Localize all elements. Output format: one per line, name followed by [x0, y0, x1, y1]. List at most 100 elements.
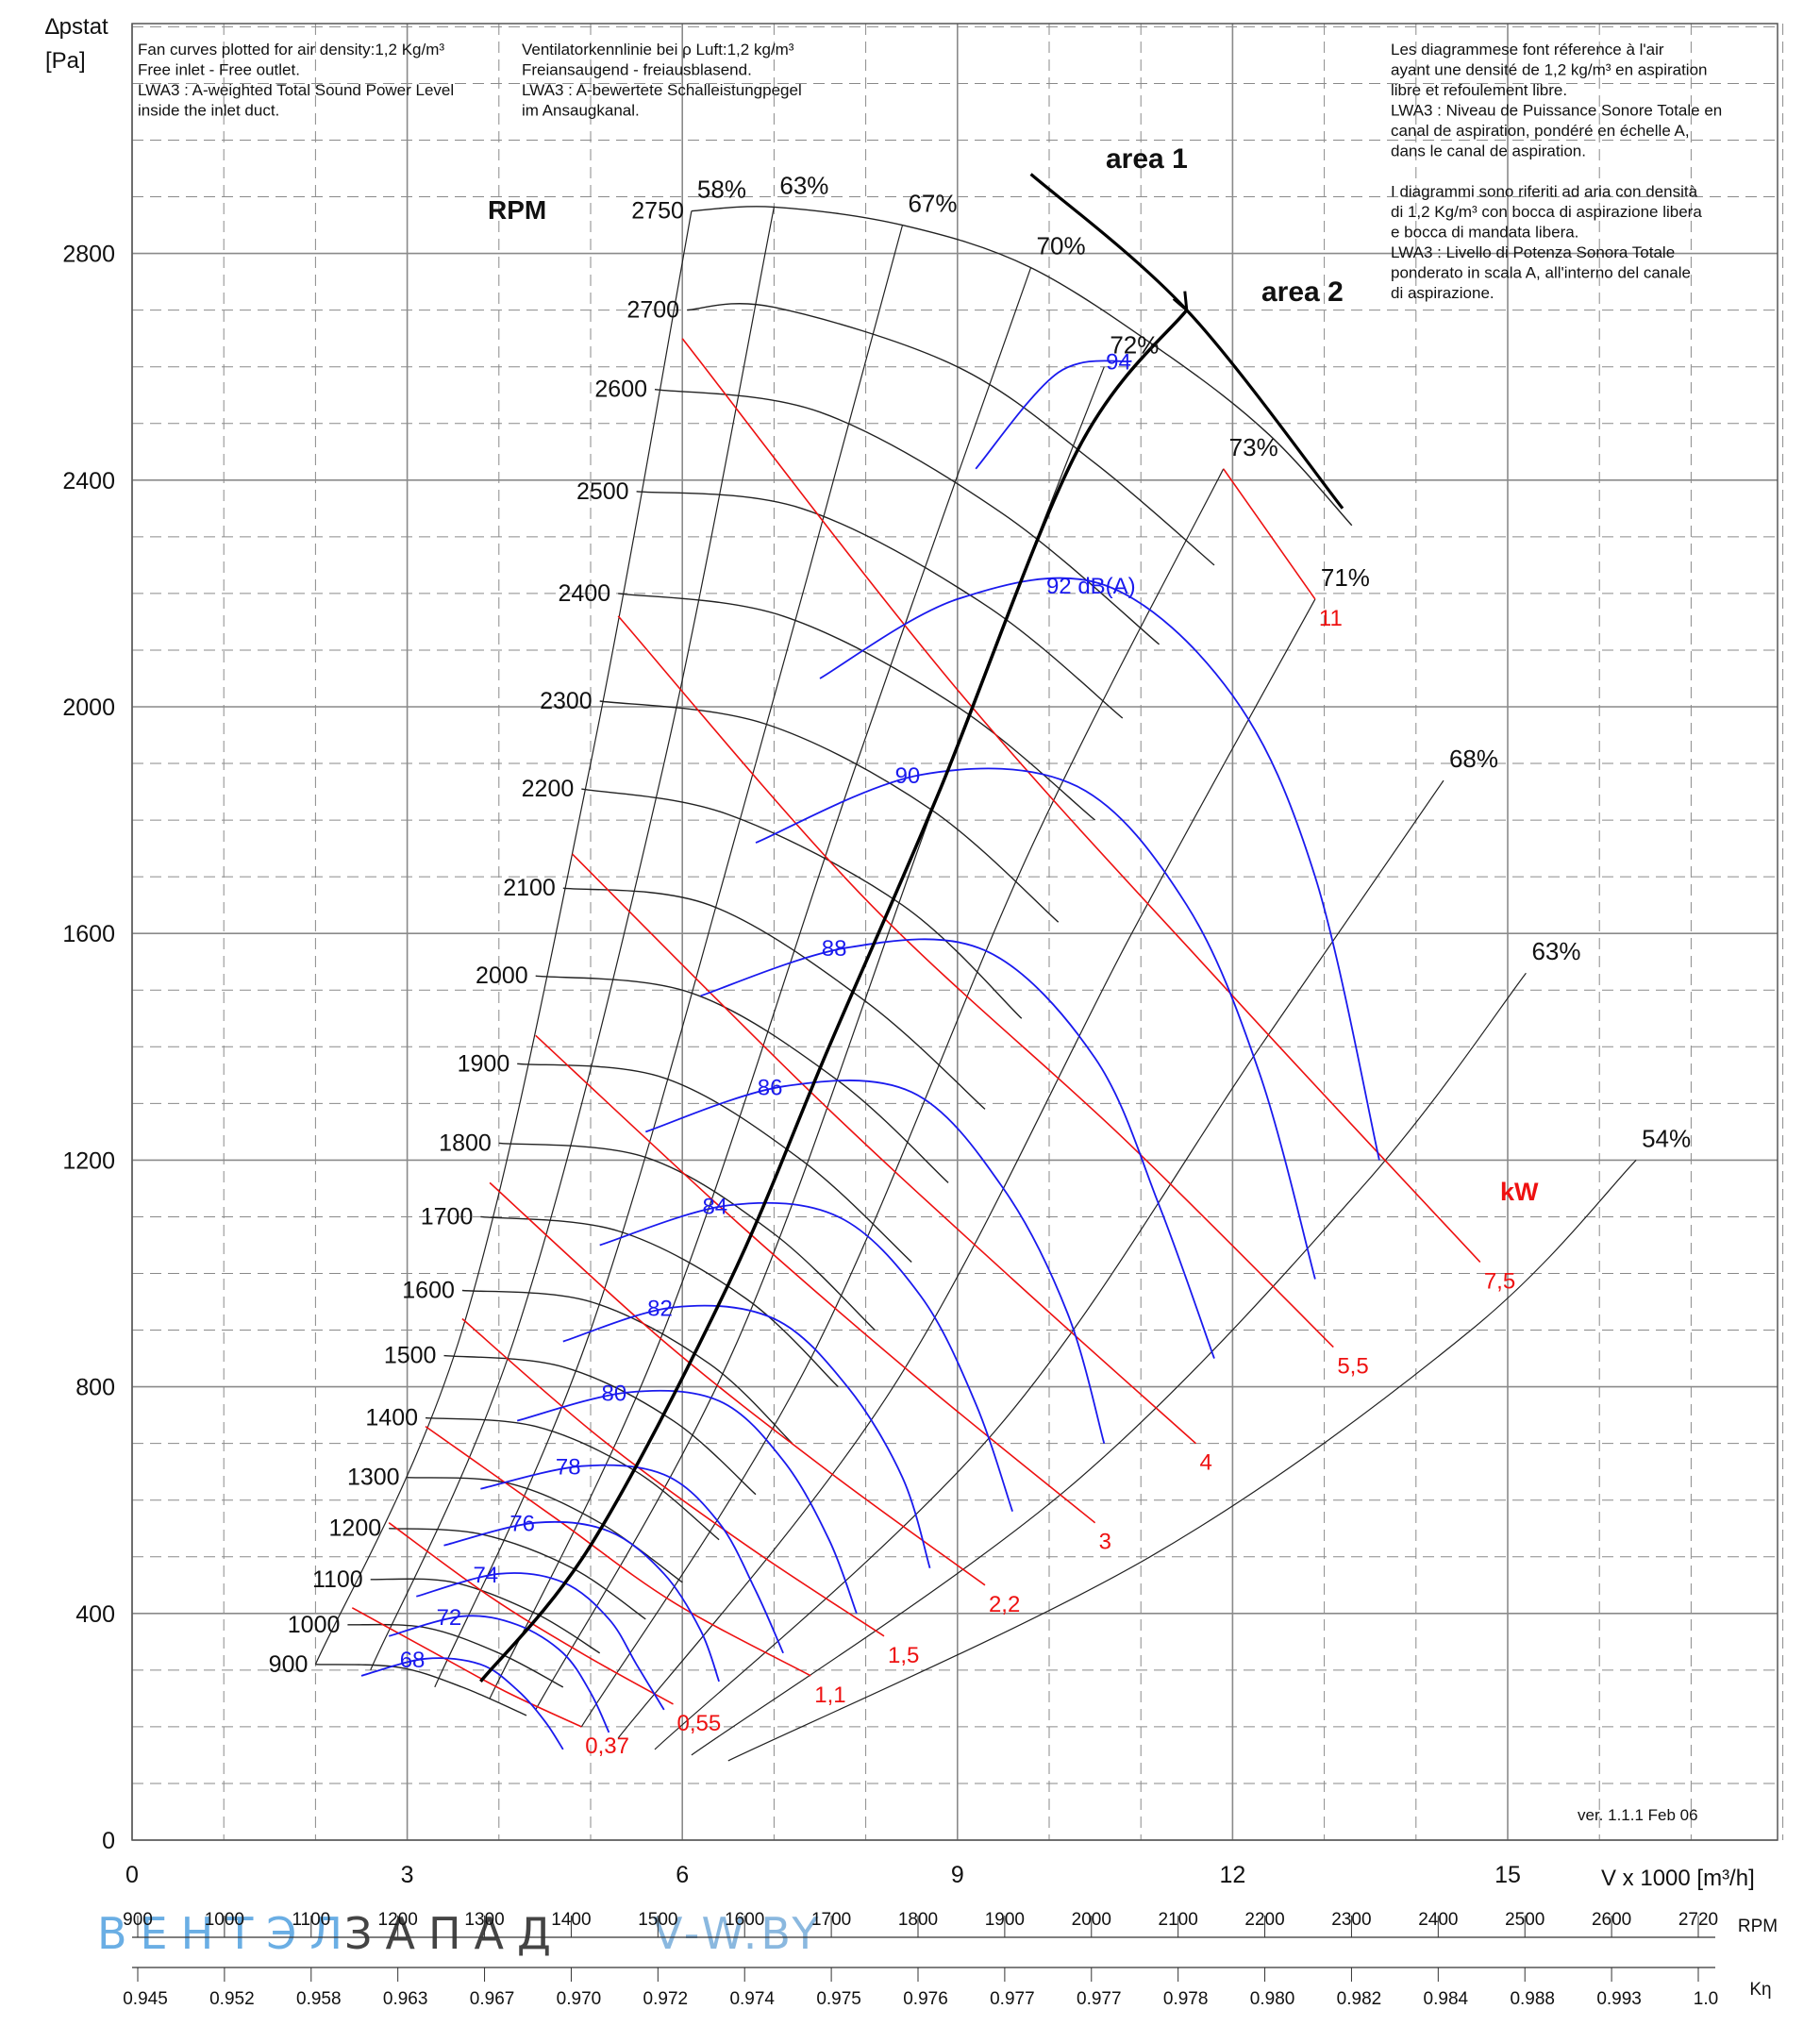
rpm-curve-label: 1800 — [439, 1130, 492, 1156]
efficiency-line — [489, 267, 1032, 1699]
rpm-curve-label: 2100 — [503, 875, 556, 901]
sound-label: 74 — [473, 1563, 498, 1588]
efficiency-label: 63% — [1531, 937, 1580, 965]
version-label: ver. 1.1.1 Feb 06 — [1578, 1806, 1698, 1824]
sound-curve — [443, 1520, 720, 1683]
note-line: LWA3 : A-weighted Total Sound Power Leve… — [138, 81, 454, 99]
power-label: 7,5 — [1484, 1268, 1515, 1294]
note-line: ponderato in scala A, all'interno del ca… — [1391, 264, 1691, 282]
rpm-scale-label: 2300 — [1331, 1910, 1371, 1930]
rpm-scale-label: 1100 — [292, 1910, 330, 1930]
rpm-curve-label: 1100 — [312, 1566, 363, 1593]
sound-curve — [819, 577, 1380, 1161]
power-label: 4 — [1200, 1450, 1212, 1476]
k-scale-label: 0.945 — [123, 1989, 168, 2009]
rpm-curve-label: 2400 — [559, 580, 611, 607]
y-tick-label: 0 — [102, 1828, 115, 1854]
y-tick-label: 1200 — [62, 1147, 115, 1174]
rpm-curve — [370, 1578, 601, 1654]
grid — [131, 23, 1784, 1841]
system-curve — [479, 309, 1189, 1683]
efficiency-label: 70% — [1037, 232, 1086, 260]
sound-curve — [480, 1464, 784, 1654]
rpm-curve-label: 1900 — [458, 1050, 510, 1077]
kw-title: kW — [1500, 1178, 1539, 1206]
watermark-part2: ЗАПАД — [344, 1908, 564, 1959]
k-scale-label: 0.975 — [816, 1989, 861, 2009]
power-label: 0,37 — [585, 1733, 629, 1759]
k-scale-label: 0.980 — [1250, 1989, 1295, 2009]
k-scale-label: 0.977 — [990, 1989, 1035, 2009]
x-tick-label: 3 — [401, 1862, 414, 1888]
k-scale-label: 1.0 — [1694, 1989, 1718, 2009]
rpm-curve-label: 2700 — [626, 297, 679, 324]
note-line: LWA3 : A-bewertete Schalleistungpegel — [522, 81, 802, 99]
rpm-curve — [599, 700, 1060, 923]
power-label: 3 — [1099, 1530, 1111, 1555]
area2-label: area 2 — [1261, 276, 1344, 308]
sound-label: 68 — [400, 1648, 426, 1673]
rpm-curve-label: 2300 — [540, 688, 593, 714]
rpm-curve-label: 1500 — [384, 1343, 437, 1369]
rpm-curve — [425, 1416, 720, 1541]
rpm-curve-label: 900 — [269, 1651, 309, 1678]
x-tick-label: 6 — [676, 1862, 689, 1888]
note-line: canal de aspiration, pondéré en échelle … — [1391, 122, 1690, 140]
note-line: LWA3 : Livello di Potenza Sonora Totale — [1391, 243, 1675, 261]
sound-curve — [599, 1201, 1013, 1512]
sound-curve — [516, 1389, 858, 1615]
k-scale-label: 0.972 — [643, 1989, 689, 2009]
power-line — [489, 1181, 986, 1586]
k-scale-label: 0.977 — [1077, 1989, 1122, 2009]
note-line: Ventilatorkennlinie bei ρ Luft:1,2 kg/m³ — [522, 41, 794, 59]
rpm-curve — [389, 1528, 646, 1620]
rpm-curve — [315, 1664, 527, 1716]
efficiency-label: 68% — [1449, 745, 1498, 773]
power-line — [351, 1607, 582, 1728]
efficiency-label: 58% — [697, 176, 746, 204]
rpm-scale-label: 1300 — [464, 1910, 504, 1930]
power-line — [681, 338, 1481, 1264]
rpm-scale-label: 2200 — [1244, 1910, 1284, 1930]
rpm-curve-label: 1700 — [421, 1203, 474, 1230]
rpm-curve — [498, 1142, 876, 1331]
rpm-scale-label: 2720 — [1678, 1910, 1718, 1930]
note-line: di aspirazione. — [1391, 284, 1494, 302]
sound-curve — [388, 1615, 610, 1733]
rpm-scale-label: 1000 — [205, 1910, 244, 1930]
x-tick-label: 15 — [1494, 1862, 1521, 1888]
note-line: I diagrammi sono riferiti ad aria con de… — [1391, 183, 1698, 201]
note-line: Fan curves plotted for air density:1,2 K… — [138, 41, 444, 59]
rpm-curve — [535, 975, 949, 1183]
x-tick-label: 0 — [125, 1862, 139, 1888]
notes: Fan curves plotted for air density:1,2 K… — [138, 41, 1722, 302]
rpm-curve-label: 2200 — [522, 776, 575, 802]
efficiency-line — [535, 366, 1105, 1711]
note-line: di 1,2 Kg/m³ con bocca di aspirazione li… — [1391, 203, 1702, 221]
k-scale-label: 0.993 — [1596, 1989, 1642, 2009]
k-scale-label: 0.958 — [296, 1989, 342, 2009]
power-line — [1223, 468, 1316, 600]
efficiency-line — [654, 779, 1444, 1750]
efficiency-label: 67% — [908, 190, 957, 218]
rpm-curve-label: 2500 — [576, 478, 629, 505]
rpm-scale-label: 2400 — [1418, 1910, 1458, 1930]
rpm-curve — [443, 1354, 757, 1496]
family-lines — [314, 173, 1637, 1762]
power-label: 1,1 — [814, 1683, 845, 1708]
sound-label: 92 dB(A) — [1046, 574, 1136, 599]
efficiency-label: 63% — [779, 171, 828, 199]
note-line: Les diagrammese font réference à l'air — [1391, 41, 1664, 59]
rpm-scale-label: 1600 — [725, 1910, 764, 1930]
power-label: 11 — [1319, 606, 1343, 631]
y-tick-label: 2400 — [62, 468, 115, 494]
k-scale-label: 0.970 — [557, 1989, 602, 2009]
note-line: e bocca di mandata libera. — [1391, 224, 1578, 242]
sound-label: 82 — [647, 1297, 673, 1322]
power-line — [461, 1317, 885, 1637]
rpm-scale-label: 1500 — [638, 1910, 677, 1930]
sound-label: 78 — [556, 1455, 581, 1481]
efficiency-label: 73% — [1229, 433, 1278, 461]
y-tick-label: 1600 — [62, 921, 115, 947]
